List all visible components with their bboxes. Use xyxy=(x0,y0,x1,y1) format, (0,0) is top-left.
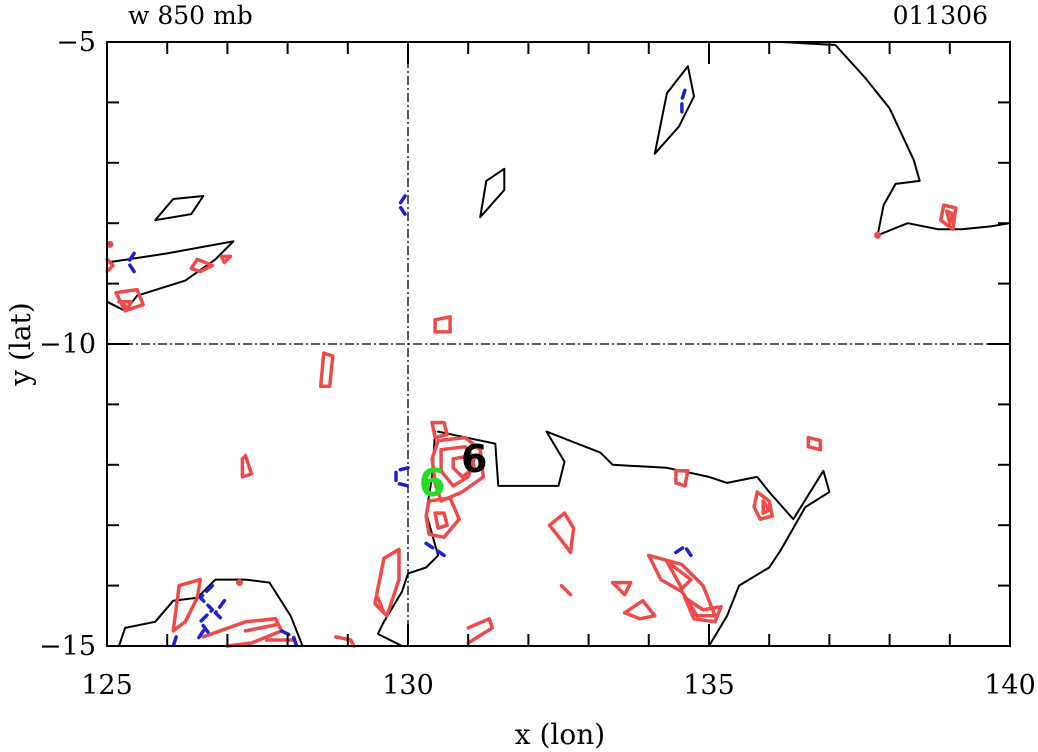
x-axis-label: x (lon) xyxy=(515,718,605,751)
positive-contour xyxy=(945,209,955,225)
negative-contour xyxy=(279,629,299,648)
axis-ticks: 125 130 135 140 −5 −10 −15 xyxy=(39,27,1036,701)
y-tick-label: −10 xyxy=(39,329,96,360)
coastline xyxy=(479,167,506,219)
positive-contour xyxy=(117,299,133,310)
positive-contour xyxy=(559,583,573,597)
storm-marker: 6 xyxy=(419,461,445,505)
positive-contour xyxy=(105,257,115,274)
positive-contour xyxy=(761,499,771,515)
negative-contour-group xyxy=(126,88,693,648)
coastline xyxy=(154,195,205,222)
positive-contour-dot xyxy=(874,231,882,239)
positive-contour xyxy=(243,623,278,633)
positive-contour xyxy=(622,598,657,621)
positive-contour-group xyxy=(105,203,958,648)
positive-contour xyxy=(610,580,633,597)
reference-lines xyxy=(107,42,1010,646)
negative-contour xyxy=(213,598,227,624)
positive-contour xyxy=(219,254,233,265)
negative-contour xyxy=(424,541,446,558)
positive-contour xyxy=(171,577,203,633)
positive-contour-dot xyxy=(235,579,243,587)
positive-contour xyxy=(376,595,386,615)
positive-contour xyxy=(752,490,774,521)
negative-contour xyxy=(680,88,687,117)
positive-contour xyxy=(424,496,461,540)
x-tick-label: 135 xyxy=(683,670,735,701)
positive-contour xyxy=(439,444,476,488)
positive-contour xyxy=(466,617,495,645)
storm-marker: 6 xyxy=(461,437,487,481)
positive-contour xyxy=(665,559,693,591)
chart-header-left: w 850 mb xyxy=(128,1,253,30)
positive-contour xyxy=(547,511,576,555)
positive-contour xyxy=(189,257,215,274)
coastline xyxy=(653,65,695,155)
positive-contour xyxy=(451,453,476,479)
negative-contour xyxy=(394,466,410,488)
positive-contour xyxy=(433,315,452,334)
positive-contour xyxy=(806,435,823,452)
negative-contour xyxy=(198,583,215,636)
negative-contour xyxy=(195,629,206,642)
positive-contour xyxy=(683,595,723,624)
y-axis-label: y (lat) xyxy=(4,302,37,386)
negative-contour xyxy=(674,544,693,558)
coastline xyxy=(118,578,304,647)
positive-contour xyxy=(674,469,690,488)
positive-contour xyxy=(939,203,958,231)
chart-header-right: 011306 xyxy=(893,1,988,30)
positive-contour xyxy=(240,453,254,479)
y-tick-label: −5 xyxy=(56,27,96,58)
positive-contour xyxy=(430,420,449,440)
coastline xyxy=(780,41,1011,237)
coastline xyxy=(376,430,440,647)
coastline xyxy=(437,430,831,647)
positive-contour xyxy=(318,351,335,389)
positive-contour xyxy=(334,635,356,648)
negative-contour xyxy=(171,635,178,648)
positive-contour xyxy=(373,547,401,618)
x-tick-label: 130 xyxy=(382,670,434,701)
positive-contour xyxy=(201,617,284,648)
x-tick-label: 140 xyxy=(984,670,1036,701)
negative-contour xyxy=(126,251,136,274)
positive-contour-dot xyxy=(106,240,114,248)
y-tick-label: −15 xyxy=(39,631,96,662)
positive-contour xyxy=(433,511,449,530)
storm-marker-group: 66 xyxy=(419,437,488,505)
negative-contour xyxy=(397,194,407,216)
x-tick-label: 125 xyxy=(81,670,133,701)
positive-contour xyxy=(647,553,717,618)
positive-contour xyxy=(430,435,486,503)
